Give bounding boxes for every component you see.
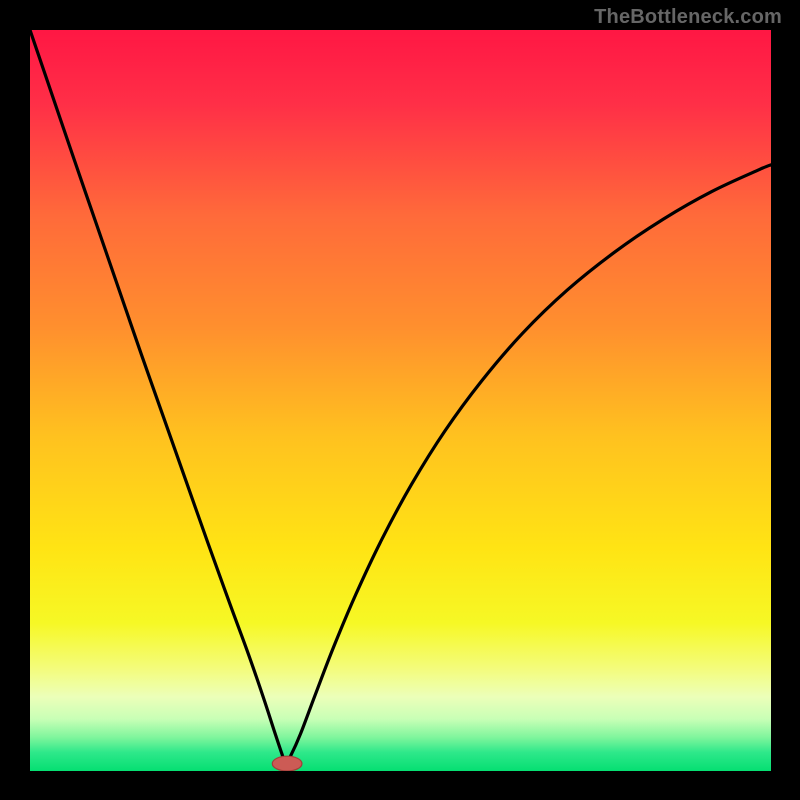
watermark-text: TheBottleneck.com <box>594 6 782 29</box>
gradient-background <box>30 30 771 771</box>
chart-svg <box>30 30 771 771</box>
chart-frame: TheBottleneck.com <box>0 0 800 800</box>
chart-plot-area <box>30 30 771 771</box>
optimal-point-marker <box>272 756 302 771</box>
